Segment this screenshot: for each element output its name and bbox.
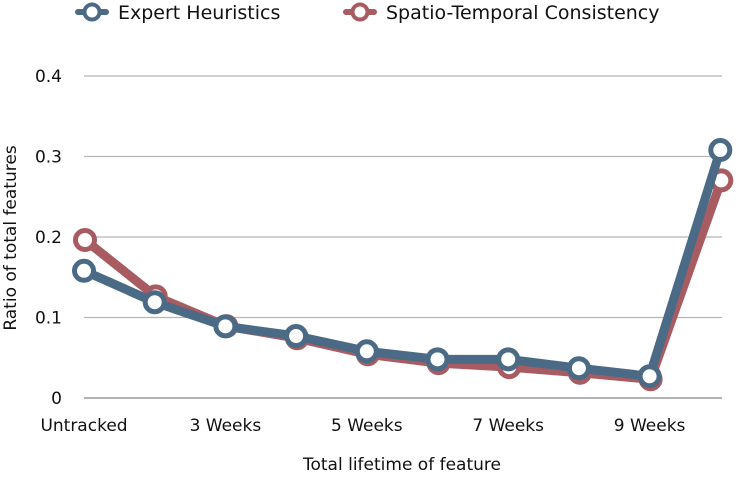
y-tick-label: 0.3: [35, 148, 62, 168]
data-point: [142, 290, 167, 315]
x-tick-label: 5 Weeks: [331, 416, 403, 436]
data-point: [213, 314, 238, 339]
x-axis-title: Total lifetime of feature: [302, 455, 501, 473]
data-point: [708, 138, 733, 163]
series-layer: [72, 138, 734, 392]
data-point: [496, 347, 521, 372]
series-expert-heuristics: [72, 138, 733, 389]
x-tick-label: 7 Weeks: [472, 416, 544, 436]
data-point: [284, 324, 309, 349]
data-point: [354, 339, 379, 364]
data-point: [566, 356, 591, 381]
data-point: [72, 258, 96, 283]
y-tick-label: 0.2: [35, 228, 62, 248]
y-tick-label: 0: [51, 389, 62, 409]
x-tick-label: 9 Weeks: [614, 416, 686, 436]
legend-label: Expert Heuristics: [118, 2, 280, 24]
legend-marker-swatch: [350, 2, 370, 22]
legend-item: Spatio-Temporal Consistency: [343, 2, 660, 24]
data-point: [425, 347, 450, 372]
legend: Expert Heuristics Spatio-Temporal Consist…: [75, 2, 660, 24]
x-tick-label: 3 Weeks: [190, 416, 262, 436]
legend-label: Spatio-Temporal Consistency: [386, 2, 660, 24]
x-tick-label: Untracked: [40, 416, 127, 436]
y-axis-title: Ratio of total features: [1, 145, 21, 330]
y-tick-label: 0.1: [35, 309, 62, 329]
series-line: [80, 175, 726, 384]
series-line: [79, 145, 725, 381]
data-point: [73, 228, 97, 252]
legend-item: Expert Heuristics: [75, 2, 280, 24]
data-point: [637, 364, 662, 389]
y-tick-labels: 0 0.1 0.2 0.3 0.4: [35, 67, 62, 409]
grid-layer: [84, 75, 722, 399]
y-tick-label: 0.4: [35, 67, 62, 87]
x-tick-labels: Untracked 3 Weeks 5 Weeks 7 Weeks 9 Weeks: [40, 416, 685, 436]
legend-marker-swatch: [82, 2, 102, 22]
